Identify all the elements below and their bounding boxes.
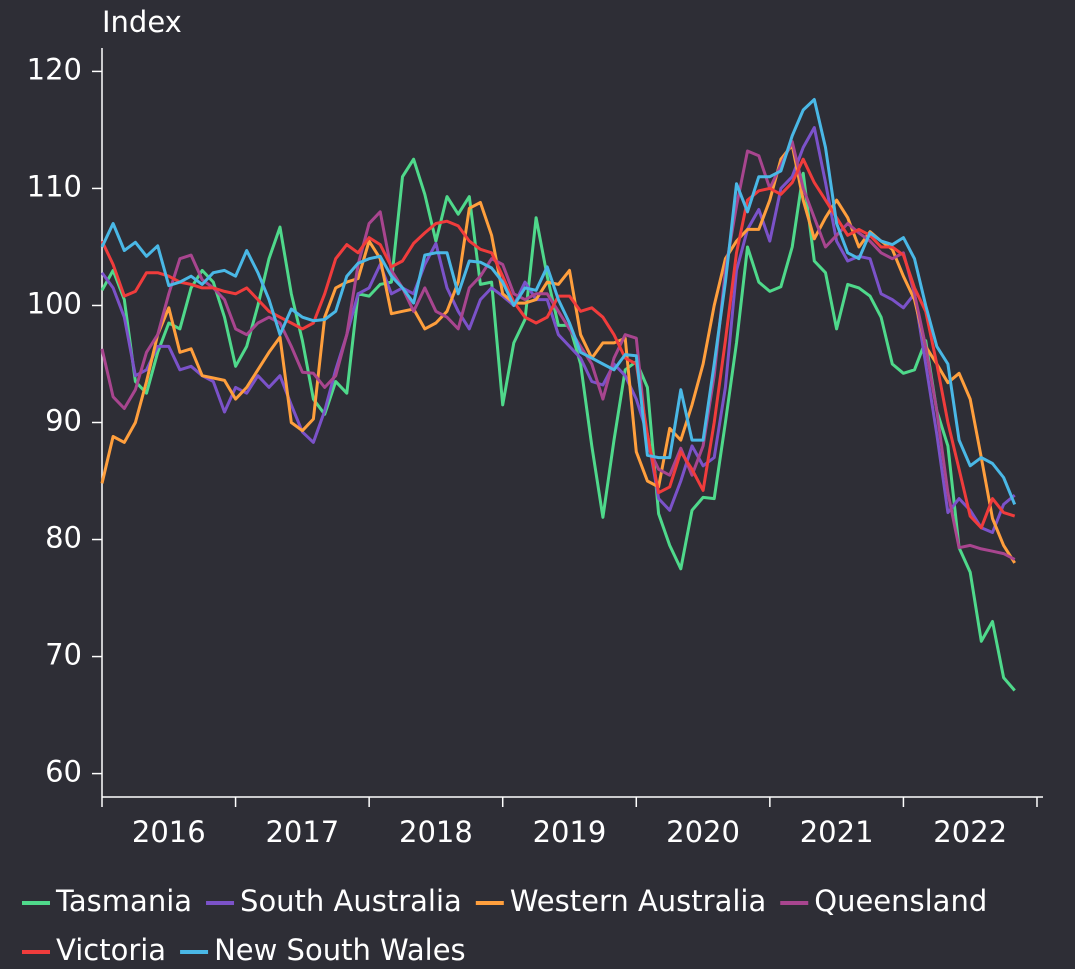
line-series — [100, 126, 1016, 534]
y-axis-label: Index — [102, 5, 182, 39]
legend-label: Tasmania — [55, 884, 192, 918]
y-tick-label: 90 — [45, 404, 82, 438]
legend-label: Queensland — [814, 884, 987, 918]
legend-label: Victoria — [56, 933, 166, 967]
x-tick-label: 2017 — [265, 815, 339, 849]
legend-label: South Australia — [240, 884, 462, 918]
y-tick-label: 100 — [27, 286, 82, 320]
legend-label: Western Australia — [510, 884, 766, 918]
y-tick-label: 80 — [45, 521, 82, 555]
line-series — [100, 140, 1016, 561]
x-tick-label: 2019 — [533, 815, 607, 849]
x-tick-label: 2022 — [933, 815, 1007, 849]
y-tick-label: 110 — [27, 169, 82, 203]
x-tick-label: 2020 — [666, 815, 740, 849]
y-tick-label: 60 — [45, 755, 82, 789]
legend-label: New South Wales — [214, 933, 466, 967]
x-tick-label: 2018 — [399, 815, 473, 849]
x-tick-label: 2016 — [132, 815, 206, 849]
y-tick-label: 70 — [45, 638, 82, 672]
x-tick-label: 2021 — [800, 815, 874, 849]
line-series — [100, 98, 1017, 505]
line-series — [100, 157, 1016, 530]
y-tick-label: 120 — [27, 52, 82, 86]
line-series — [100, 143, 1016, 564]
line-series — [100, 157, 1016, 692]
